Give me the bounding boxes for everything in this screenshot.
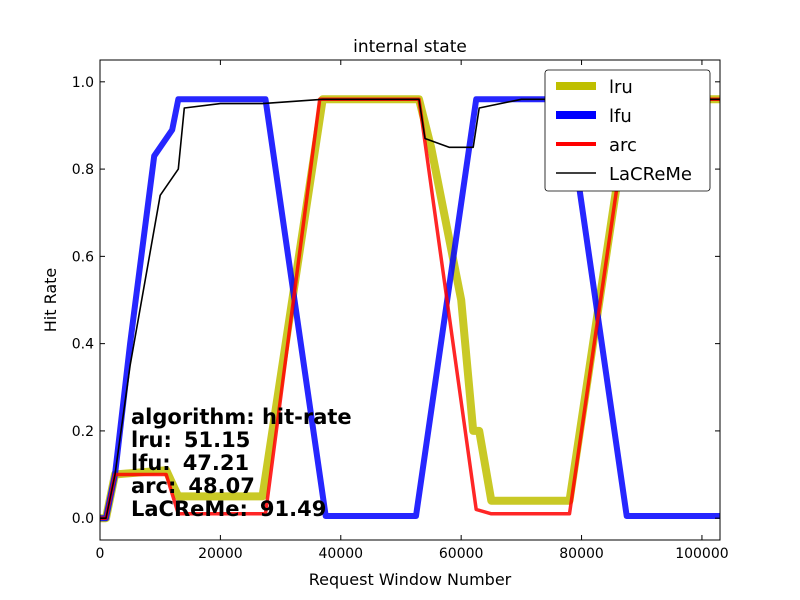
annotation-row: lru: 51.15 bbox=[131, 428, 250, 452]
legend-label-lacreme: LaCReMe bbox=[609, 164, 692, 185]
x-tick-label: 60000 bbox=[439, 546, 484, 562]
plot-frame bbox=[99, 59, 721, 541]
annotation-label: LaCReMe: bbox=[131, 497, 248, 521]
x-tick-label: 40000 bbox=[319, 546, 364, 562]
legend-label-lfu: lfu bbox=[609, 106, 632, 127]
legend-box bbox=[544, 69, 711, 192]
annotation-value: 48.07 bbox=[188, 474, 254, 498]
x-tick-label: 80000 bbox=[559, 546, 604, 562]
hit-rate-annotation: algorithm: hit-rate lru: 51.15 lfu: 47.21 … bbox=[131, 405, 352, 521]
y-tick-label: 1.0 bbox=[72, 75, 94, 91]
y-tick-label: 0.2 bbox=[72, 424, 94, 440]
series-line-lru bbox=[100, 95, 720, 523]
annotation-row: lfu: 47.21 bbox=[131, 451, 249, 475]
x-tick-label: 20000 bbox=[198, 546, 243, 562]
annotation-label: lru: bbox=[131, 428, 172, 452]
y-tick-label: 0.8 bbox=[72, 162, 94, 178]
annotation-value: 51.15 bbox=[184, 428, 250, 452]
y-axis-label: Hit Rate bbox=[41, 268, 60, 333]
annotation-label: arc: bbox=[131, 474, 176, 498]
x-tick-label: 100000 bbox=[675, 546, 728, 562]
x-axis-label: Request Window Number bbox=[309, 570, 512, 589]
x-tick-label: 0 bbox=[96, 546, 105, 562]
legend-label-arc: arc bbox=[609, 135, 637, 156]
annotation-value: 91.49 bbox=[260, 497, 326, 521]
ticks-layer: 0 20000 40000 60000 80000 100000 0.0 0.2 0.4 0.6 0… bbox=[72, 60, 729, 562]
series-line-lacreme bbox=[100, 98, 720, 520]
annotation-row: arc: 48.07 bbox=[131, 474, 255, 498]
y-tick-label: 0.4 bbox=[72, 337, 94, 353]
annotation-header: algorithm: hit-rate bbox=[131, 405, 352, 429]
y-tick-label: 0.6 bbox=[72, 249, 94, 265]
chart-title: internal state bbox=[353, 37, 467, 57]
annotation-value: 47.21 bbox=[183, 451, 249, 475]
annotation-label: lfu: bbox=[131, 451, 171, 475]
annotation-row: LaCReMe: 91.49 bbox=[131, 497, 326, 521]
legend-label-lru: lru bbox=[609, 77, 633, 98]
legend: lru lfu arc LaCReMe bbox=[544, 69, 711, 192]
y-tick-label: 0.0 bbox=[72, 511, 94, 527]
